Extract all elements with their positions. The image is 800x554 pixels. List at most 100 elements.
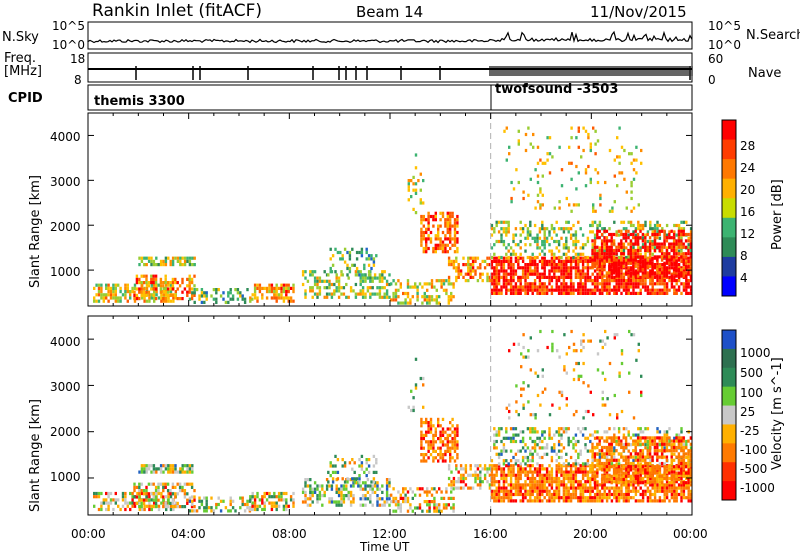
scatter-cell	[565, 467, 568, 471]
scatter-cell	[598, 236, 601, 240]
scatter-cell	[677, 258, 681, 262]
scatter-cell	[574, 233, 578, 237]
scatter-cell	[648, 242, 652, 246]
scatter-cell	[593, 452, 597, 456]
scatter-cell	[524, 148, 528, 153]
scatter-cell	[493, 433, 496, 437]
scatter-cell	[164, 277, 167, 281]
scatter-cell	[195, 288, 199, 292]
scatter-cell	[594, 142, 597, 146]
scatter-cell	[289, 286, 293, 290]
scatter-cell	[392, 500, 395, 504]
scatter-cell	[637, 223, 640, 228]
scatter-cell	[422, 224, 425, 228]
scatter-cell	[154, 277, 158, 281]
scatter-cell	[423, 500, 426, 504]
scatter-cell	[270, 296, 274, 300]
scatter-cell	[550, 252, 554, 256]
scatter-cell	[639, 255, 642, 259]
scatter-cell	[677, 279, 681, 283]
scatter-cell	[372, 480, 376, 484]
scatter-cell	[176, 259, 180, 263]
scatter-cell	[670, 464, 674, 468]
scatter-cell	[500, 227, 503, 231]
scatter-cell	[364, 494, 367, 498]
scatter-cell	[479, 263, 482, 267]
scatter-cell	[121, 498, 125, 502]
scatter-cell	[598, 269, 602, 273]
scatter-cell	[519, 266, 522, 270]
scatter-cell	[644, 492, 647, 497]
scatter-cell	[529, 470, 532, 474]
scatter-cell	[680, 266, 683, 270]
scatter-cell	[632, 242, 635, 246]
scatter-cell	[648, 248, 652, 253]
scatter-cell	[517, 275, 520, 279]
scatter-cell	[603, 261, 606, 265]
scatter-cell	[538, 492, 542, 497]
scatter-cell	[251, 507, 254, 512]
scatter-cell	[432, 446, 435, 450]
scatter-cell	[490, 492, 494, 497]
scatter-cell	[100, 296, 103, 300]
scatter-cell	[663, 229, 666, 233]
scatter-cell	[444, 237, 447, 241]
scatter-cell	[181, 485, 184, 489]
scatter-cell	[524, 132, 528, 137]
scatter-cell	[543, 269, 546, 273]
scatter-cell	[543, 243, 546, 247]
scatter-cell	[439, 449, 442, 453]
scatter-cell	[93, 286, 96, 290]
scatter-cell	[378, 276, 382, 280]
scatter-cell	[483, 467, 487, 471]
scatter-cell	[200, 502, 204, 507]
scatter-cell	[529, 223, 532, 228]
scatter-cell	[229, 288, 232, 292]
scatter-cell	[632, 168, 636, 172]
scatter-cell	[617, 259, 621, 263]
scatter-cell	[653, 229, 657, 233]
scatter-cell	[273, 296, 276, 300]
scatter-cell	[572, 480, 575, 484]
scatter-cell	[589, 145, 592, 149]
station-title: Rankin Inlet (fitACF)	[92, 1, 263, 21]
scatter-cell	[369, 279, 372, 283]
scatter-cell	[598, 282, 602, 286]
scatter-cell	[541, 220, 544, 224]
scatter-cell	[353, 470, 356, 474]
scatter-cell	[598, 271, 601, 275]
scatter-cell	[481, 279, 484, 283]
scatter-cell	[394, 496, 398, 500]
scatter-cell	[569, 285, 573, 289]
scatter-cell	[336, 477, 340, 481]
scatter-cell	[640, 148, 643, 153]
scatter-cell	[505, 285, 508, 289]
scatter-cell	[680, 496, 683, 500]
scatter-cell	[517, 285, 520, 289]
scatter-cell	[675, 496, 678, 500]
scatter-cell	[509, 470, 513, 474]
scatter-cell	[663, 499, 666, 503]
scatter-cell	[251, 495, 254, 499]
scatter-cell	[529, 452, 532, 456]
scatter-cell	[596, 436, 599, 440]
scatter-cell	[150, 283, 153, 287]
scatter-cell	[600, 239, 604, 243]
scatter-cell	[159, 464, 163, 468]
scatter-cell	[565, 483, 568, 487]
scatter-cell	[521, 272, 525, 276]
scatter-cell	[450, 470, 453, 474]
scatter-cell	[376, 292, 379, 296]
scatter-cell	[183, 470, 187, 474]
scatter-cell	[145, 256, 148, 260]
scatter-cell	[603, 227, 606, 231]
scatter-cell	[313, 282, 317, 287]
scatter-cell	[661, 275, 664, 279]
scatter-cell	[562, 227, 566, 231]
scatter-cell	[673, 436, 676, 440]
scatter-cell	[439, 430, 442, 434]
scatter-cell	[154, 485, 158, 489]
scatter-cell	[162, 482, 165, 486]
scatter-cell	[665, 496, 669, 500]
scatter-cell	[432, 443, 435, 447]
